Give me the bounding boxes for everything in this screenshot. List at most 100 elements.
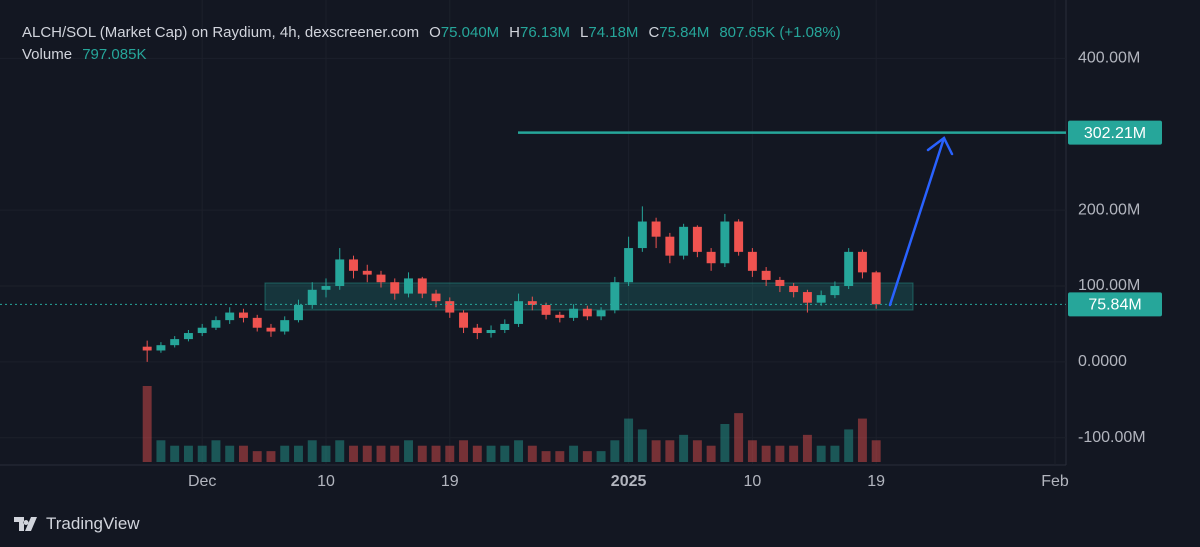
volume-bar: [651, 440, 661, 462]
candle-body: [266, 327, 276, 332]
volume-bar: [431, 445, 441, 462]
volume-bar: [417, 445, 427, 462]
volume-bar: [459, 440, 469, 462]
candle-body: [871, 272, 881, 305]
brand[interactable]: TradingView: [14, 514, 140, 534]
volume-bar: [294, 445, 303, 462]
volume-bar: [404, 440, 413, 462]
candle-body: [252, 317, 262, 328]
y-tick-label: 400.00M: [1078, 50, 1140, 67]
candle-body: [665, 236, 675, 256]
price-lines: 302.21M 75.84M: [0, 120, 1162, 317]
candle-body: [747, 251, 757, 271]
volume-header: Volume 797.085K: [22, 46, 146, 63]
volume-bar: [349, 445, 358, 462]
volume-bar: [871, 440, 881, 462]
x-tick-label: 10: [317, 473, 335, 490]
high-key: H: [509, 24, 520, 41]
volume-bar: [527, 445, 537, 462]
candle-body: [459, 312, 469, 328]
close-key: C: [648, 24, 660, 41]
candle-body: [307, 289, 317, 305]
volume-bar: [761, 445, 771, 462]
volume-bar: [624, 418, 634, 462]
volume-bar: [582, 451, 592, 462]
candle-body: [569, 308, 579, 318]
volume-bar: [734, 413, 744, 462]
volume-bar: [665, 440, 675, 462]
candle-body: [775, 279, 785, 286]
candle-body: [486, 330, 496, 334]
candle-body: [679, 226, 689, 256]
candle-body: [582, 308, 592, 317]
volume-bar: [747, 440, 757, 462]
candle-body: [789, 286, 799, 293]
candle-body: [445, 301, 455, 313]
volume-bar: [569, 445, 579, 462]
candle-body: [404, 278, 413, 294]
candle-body: [720, 221, 730, 264]
x-tick-label: 2025: [611, 473, 647, 490]
volume-bar: [857, 418, 867, 462]
candle-body: [335, 259, 345, 286]
candle-body: [610, 282, 620, 311]
volume-bar: [555, 451, 565, 462]
candle-body: [362, 270, 372, 275]
high-value: 76.13M: [520, 24, 571, 41]
open-value: 75.040M: [440, 24, 500, 41]
candle-body: [651, 221, 661, 237]
x-tick-label: Dec: [188, 473, 216, 490]
volume-value: 797.085K: [82, 46, 147, 63]
volume-bar: [816, 445, 826, 462]
volume-bar: [307, 440, 317, 462]
x-tick-label: 10: [743, 473, 761, 490]
volume-bar: [252, 451, 262, 462]
volume-bar: [789, 445, 799, 462]
candle-body: [761, 270, 771, 280]
candle-body: [170, 339, 180, 346]
candle-body: [211, 320, 221, 328]
candle-body: [624, 248, 634, 283]
arrow-head: [926, 136, 954, 156]
volume-bar: [280, 445, 290, 462]
candle-body: [142, 346, 152, 351]
volume-bar: [266, 451, 276, 462]
axes: 400.00M 200.00M 100.00M 0.0000 -100.00M Dec 10…: [188, 50, 1146, 491]
y-tick-label: 0.0000: [1078, 353, 1127, 370]
volume-bar: [156, 440, 166, 462]
candle-body: [431, 293, 441, 302]
candle-body: [802, 292, 812, 303]
volume-bar: [500, 445, 510, 462]
symbol-title: ALCH/SOL (Market Cap) on Raydium, 4h, de…: [22, 24, 420, 41]
volume-bar: [514, 440, 524, 462]
candle-body: [555, 314, 565, 318]
low-key: L: [580, 24, 589, 41]
volume-bar: [335, 440, 345, 462]
volume-bar: [610, 440, 620, 462]
target-line-label: 302.21M: [1084, 125, 1146, 142]
grid: [0, 0, 1066, 465]
volume-bar: [445, 445, 455, 462]
candle-body: [816, 295, 826, 303]
x-tick-label: Feb: [1041, 473, 1069, 490]
y-tick-label: 200.00M: [1078, 201, 1140, 218]
arrow: [888, 136, 954, 307]
volume-bar: [321, 445, 331, 462]
candle-body: [197, 327, 207, 334]
volume: [142, 386, 881, 462]
y-tick-label: -100.00M: [1078, 429, 1146, 446]
change-value: 807.65K (+1.08%): [719, 24, 841, 41]
volume-bar: [637, 429, 647, 462]
target-line-label-bg: [1068, 120, 1162, 145]
candle-body: [156, 345, 166, 351]
candles: [142, 206, 881, 362]
candle-body: [349, 259, 358, 271]
candle-body: [541, 304, 551, 315]
last-price-line-label-bg: [1068, 292, 1162, 317]
brand-name: TradingView: [46, 514, 140, 533]
volume-bar: [472, 445, 482, 462]
candle-body: [734, 221, 744, 252]
